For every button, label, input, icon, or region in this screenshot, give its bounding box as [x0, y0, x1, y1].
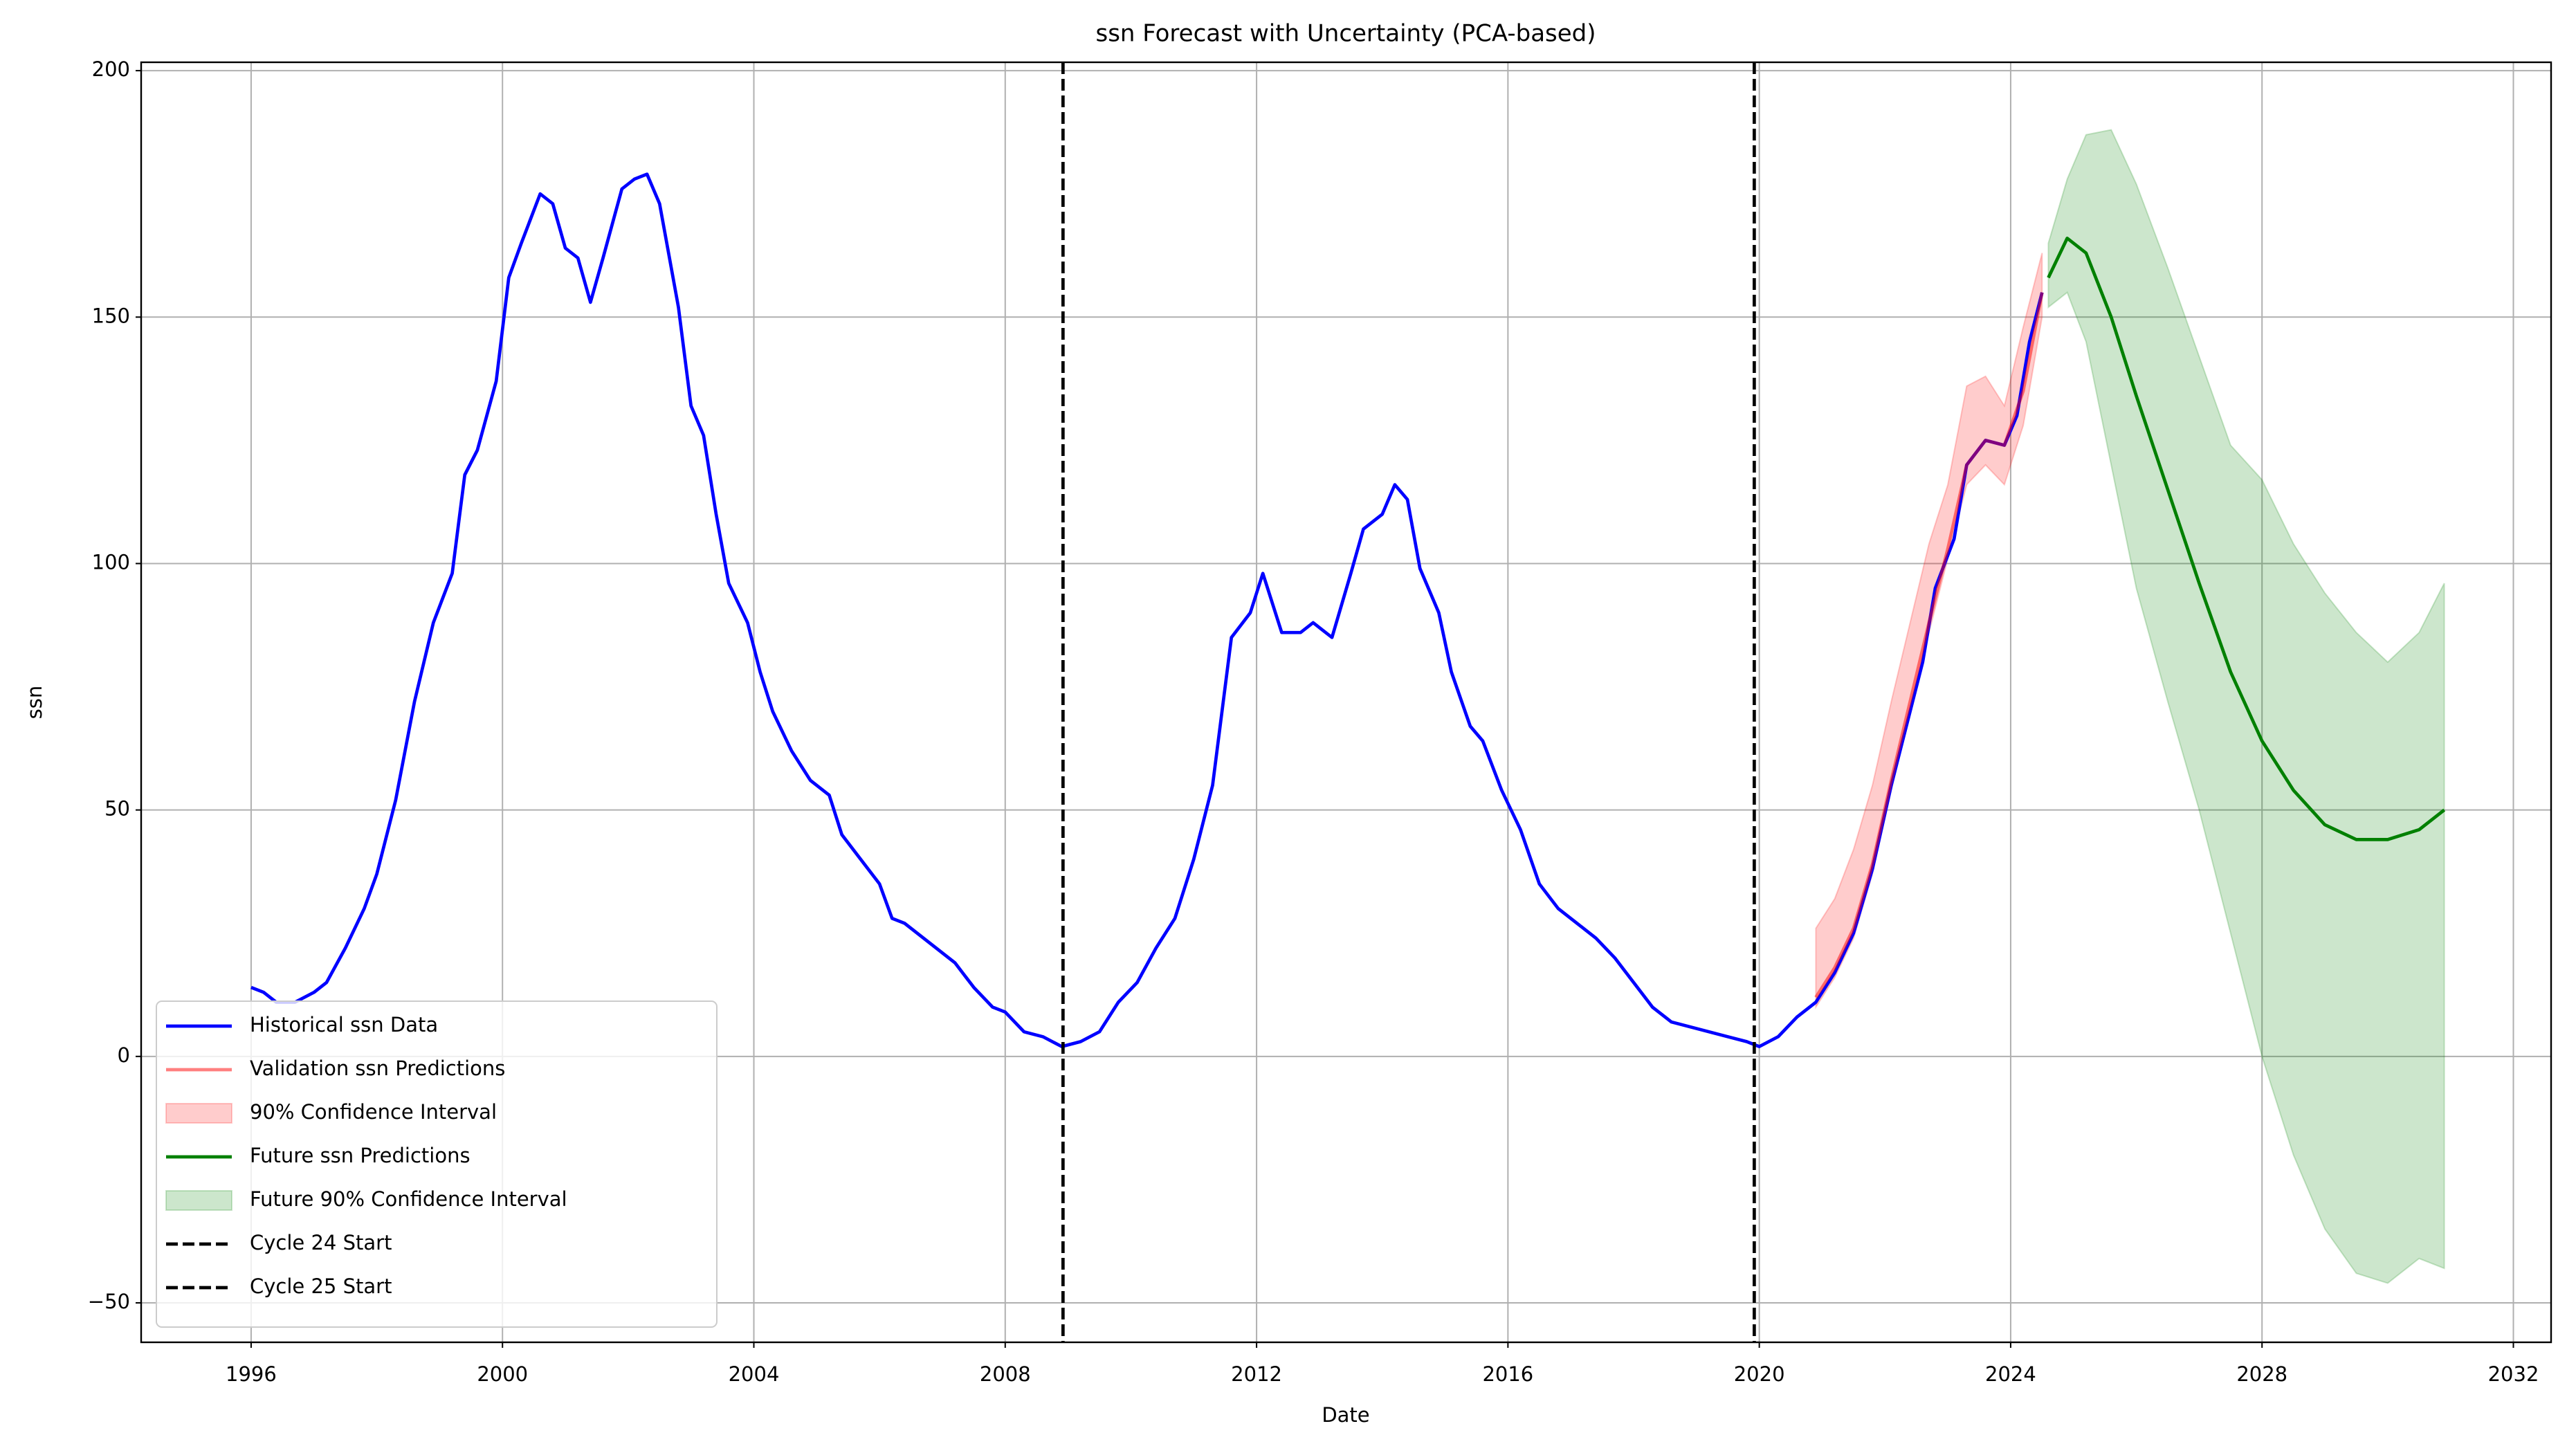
x-axis-label: Date — [1322, 1403, 1369, 1427]
legend-label: Validation ssn Predictions — [250, 1057, 505, 1080]
legend-label: Future ssn Predictions — [250, 1144, 471, 1167]
y-axis-label: ssn — [23, 686, 46, 720]
legend-swatch — [165, 1190, 232, 1211]
x-tick-label: 2004 — [729, 1362, 780, 1386]
plot-area — [250, 62, 2446, 1342]
legend-box — [156, 1000, 718, 1328]
x-tick-label: 2016 — [1482, 1362, 1533, 1386]
legend-label: Cycle 24 Start — [250, 1231, 392, 1254]
x-tick-label: 2008 — [980, 1362, 1031, 1386]
x-tick-label: 2012 — [1231, 1362, 1282, 1386]
data-line — [1814, 292, 2044, 998]
data-line — [250, 172, 2044, 1048]
legend-label: Future 90% Confidence Interval — [250, 1187, 567, 1211]
x-tick-label: 2032 — [2488, 1362, 2539, 1386]
data-line — [2047, 236, 2446, 841]
y-tick-label: 200 — [92, 57, 130, 81]
x-tick-label: 1996 — [226, 1362, 277, 1386]
y-tick-label: 150 — [92, 304, 130, 327]
legend-swatch — [165, 1103, 232, 1124]
chart-title: ssn Forecast with Uncertainty (PCA-based… — [1095, 20, 1596, 48]
y-tick-label: 50 — [104, 797, 130, 821]
y-tick-label: 100 — [92, 550, 130, 574]
y-tick-label: −50 — [88, 1290, 130, 1313]
x-tick-label: 2028 — [2236, 1362, 2287, 1386]
plot-frame — [140, 61, 2552, 1344]
y-tick-label: 0 — [118, 1043, 130, 1067]
legend-label: Historical ssn Data — [250, 1013, 438, 1036]
x-tick-label: 2020 — [1734, 1362, 1785, 1386]
x-tick-label: 2024 — [1985, 1362, 2036, 1386]
legend-label: 90% Confidence Interval — [250, 1100, 497, 1124]
x-tick-label: 2000 — [477, 1362, 528, 1386]
legend-label: Cycle 25 Start — [250, 1274, 392, 1298]
